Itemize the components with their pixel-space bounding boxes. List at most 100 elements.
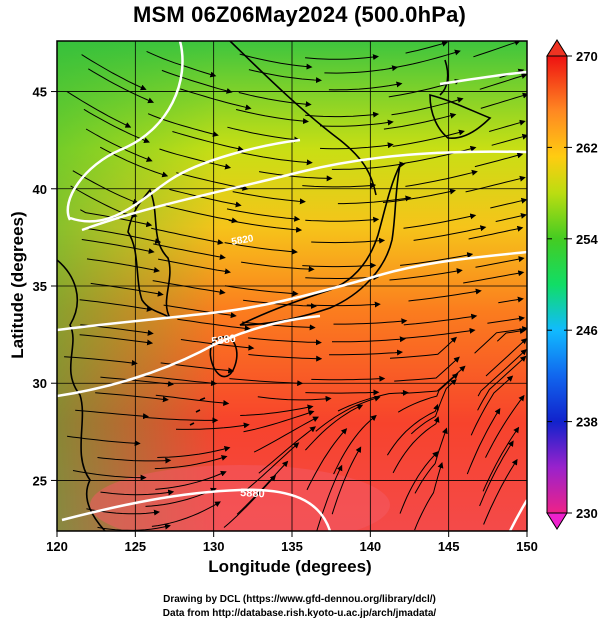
streamline-113	[477, 349, 527, 397]
streamline-28	[383, 112, 457, 130]
streamline-37	[176, 172, 249, 191]
streamline-3	[305, 54, 379, 61]
streamline-41	[474, 152, 524, 168]
streamline-43	[169, 188, 242, 208]
contour-8	[508, 499, 527, 531]
streamline-94	[402, 327, 476, 339]
streamline-92	[248, 337, 322, 346]
streamline-65	[468, 225, 524, 240]
colorbar-tick-label: 230	[576, 506, 598, 521]
coastline-russia-coast	[229, 41, 377, 196]
y-axis-label: Latitude (degrees)	[8, 211, 27, 359]
streamline-117	[337, 389, 409, 412]
streamline-143	[482, 426, 520, 492]
contour-7	[439, 70, 527, 86]
streamline-50	[226, 208, 301, 222]
streamline-13	[180, 88, 252, 111]
streamline-8	[248, 69, 322, 84]
contour-5	[81, 150, 527, 232]
streamline-26	[227, 126, 301, 143]
streamline-19	[147, 113, 219, 137]
streamline-148	[399, 451, 439, 514]
streamline-71	[475, 256, 525, 268]
streamline-121	[175, 422, 250, 430]
streamline-124	[410, 379, 457, 435]
streamline-151	[151, 501, 221, 527]
streamline-73	[152, 280, 226, 295]
colorbar-fill	[546, 55, 568, 514]
colorbar-tick-label: 254	[576, 232, 598, 247]
streamline-147	[331, 446, 362, 515]
streamline-52	[382, 188, 456, 203]
streamline-110	[257, 395, 332, 402]
streamline-79	[163, 304, 237, 319]
coastline-kyushu	[209, 336, 238, 378]
streamline-131	[485, 394, 525, 458]
streamline-76	[389, 268, 463, 281]
streamline-33	[319, 142, 394, 150]
streamline-87	[333, 318, 408, 325]
streamline-12	[66, 90, 132, 128]
streamline-54	[88, 228, 162, 245]
y-tick-label: 25	[33, 473, 47, 488]
coastline-china-coast	[57, 259, 106, 531]
contour-label-5820: 5820	[231, 233, 255, 248]
streamline-118	[397, 373, 459, 413]
streamline-153	[316, 464, 343, 531]
streamline-74	[225, 285, 299, 297]
streamline-9	[324, 65, 399, 74]
streamline-123	[315, 395, 381, 432]
streamline-38	[259, 171, 333, 182]
streamline-127	[157, 445, 231, 458]
streamline-120	[67, 435, 141, 447]
streamline-17	[479, 73, 527, 90]
streamline-104	[229, 378, 304, 387]
streamline-105	[311, 375, 386, 382]
x-tick-label: 150	[516, 539, 538, 554]
colorbar-bottom-arrow	[546, 512, 568, 530]
streamline-133	[154, 455, 228, 470]
streamline-106	[394, 356, 460, 382]
streamline-29	[489, 119, 526, 132]
streamline-64	[413, 225, 487, 241]
streamline-99	[329, 349, 403, 356]
streamline-137	[466, 408, 501, 475]
map-plot-area: 5880 5880 5820	[57, 41, 527, 531]
streamline-46	[405, 169, 478, 187]
x-tick-label: 125	[124, 539, 146, 554]
streamline-49	[165, 205, 238, 224]
contour-label-5880-south: 5880	[240, 487, 265, 500]
coastline-korea	[127, 188, 171, 319]
chart-title: MSM 06Z06May2024 (500.0hPa)	[132, 2, 467, 27]
streamline-96	[64, 356, 138, 366]
colorbar-ticks: 270 262 254 246 238 230	[547, 49, 598, 521]
streamline-34	[392, 129, 465, 147]
coastline-hokkaido	[429, 93, 492, 139]
colorbar-tick-label: 238	[576, 415, 598, 430]
streamline-111	[305, 389, 380, 396]
streamline-58	[403, 213, 477, 229]
streamline-72	[90, 282, 164, 297]
contour-6	[66, 41, 184, 221]
streamline-98	[248, 354, 323, 362]
streamline-30	[99, 146, 169, 178]
streamline-149	[479, 440, 514, 507]
streamline-116	[240, 404, 314, 416]
streamline-81	[306, 301, 381, 308]
streamline-32	[239, 151, 313, 166]
streamline-146	[236, 460, 289, 515]
streamline-31	[159, 148, 232, 170]
streamline-114	[75, 409, 149, 420]
warm-core-south	[90, 465, 390, 531]
streamline-88	[403, 313, 478, 326]
credit-data: Data from http://database.rish.kyoto-u.a…	[162, 608, 437, 619]
colorbar-top-arrow	[546, 39, 568, 57]
streamline-103	[143, 375, 217, 387]
x-tick-label: 135	[281, 539, 303, 554]
streamline-155	[483, 458, 518, 525]
colorbar-tick-label: 270	[576, 49, 598, 64]
streamline-90	[79, 334, 154, 346]
contour-1	[57, 250, 527, 332]
streamline-10	[388, 49, 461, 69]
streamline-44	[232, 191, 306, 205]
